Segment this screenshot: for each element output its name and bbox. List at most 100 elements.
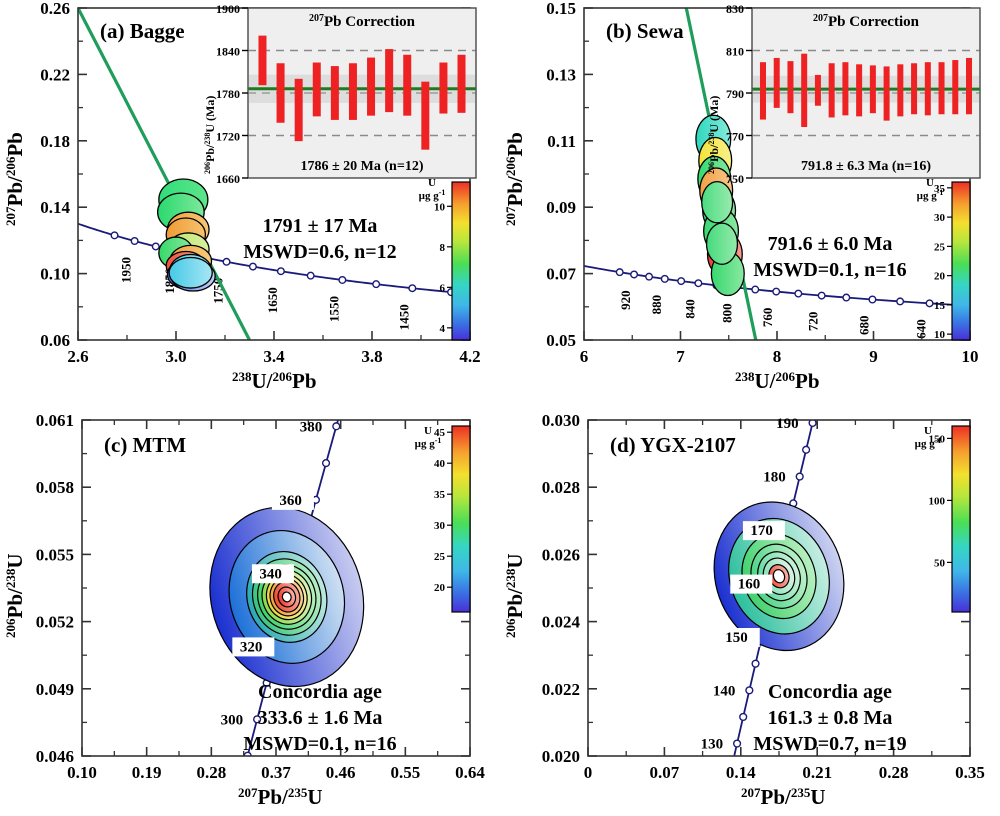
y-tick-label: 0.052 — [36, 613, 74, 632]
inset-y-tick-label: 750 — [726, 172, 744, 186]
x-tick-label: 0.10 — [67, 763, 97, 782]
concordia-age-marker — [739, 712, 748, 722]
panel-d: 0.020 0.022 0.024 0.026 0.028 0.030 0 0.07 0.14 0… — [500, 408, 1000, 816]
y-axis-title: 206Pb/238U — [3, 553, 28, 638]
concordia-age-label: 340 — [259, 566, 282, 582]
y-tick-label: 0.058 — [36, 478, 74, 497]
concordia-age-marker — [110, 231, 119, 240]
data-ellipse — [705, 222, 739, 265]
concordia-age-marker — [794, 289, 803, 298]
x-tick-label: 0.28 — [196, 763, 226, 782]
concordia-age-label: 800 — [719, 303, 734, 323]
data-ellipse — [772, 569, 786, 584]
colorbar-tick-label: 20 — [434, 582, 446, 594]
x-tick-label: 0.37 — [261, 763, 291, 782]
concordia-age-marker — [802, 445, 811, 454]
regression-line — [78, 8, 251, 340]
x-tick-label: 0.28 — [879, 763, 909, 782]
x-tick-label: 0.21 — [802, 763, 832, 782]
colorbar — [951, 181, 971, 341]
concordia-age-label: 880 — [649, 295, 664, 315]
colorbar-tick-label: 100 — [929, 495, 946, 507]
inset-annotation: 791.8 ± 6.3 Ma (n=16) — [801, 159, 931, 174]
y-tick-label: 0.024 — [542, 613, 581, 632]
y-tick-label: 0.022 — [542, 680, 580, 699]
concordia-age-marker — [772, 287, 781, 296]
x-tick-label: 3.0 — [165, 347, 186, 366]
concordia-age-label-backdrop — [717, 628, 760, 648]
concordia-age-marker — [151, 242, 160, 251]
x-axis-title: 238U/206Pb — [735, 369, 820, 394]
colorbar-unit-line2: µg g-1 — [415, 436, 442, 451]
concordia-age-label: 920 — [618, 290, 633, 310]
concordia-age-label: 380 — [300, 419, 323, 435]
concordia-age-label: 170 — [750, 523, 773, 539]
inset-error-bar — [385, 49, 394, 113]
inset-y-axis-title: 206Pb/238U (Ma) — [707, 96, 722, 174]
x-tick-label: 4.2 — [459, 347, 480, 366]
concordia-age-marker — [248, 262, 257, 271]
concordia-age-label-backdrop — [742, 521, 785, 541]
inset-y-tick-label: 1720 — [216, 130, 240, 144]
y-tick-label: 0.18 — [40, 132, 70, 151]
concordia-age-marker — [615, 268, 624, 277]
y-tick-label: 0.026 — [542, 545, 580, 564]
concordia-age-marker — [130, 236, 139, 245]
inset-error-bar — [856, 64, 863, 117]
inset-error-bar — [348, 63, 357, 120]
inset-error-bar — [276, 63, 285, 123]
concordia-age-label: 160 — [738, 577, 761, 593]
colorbar — [451, 181, 471, 341]
y-tick-label: 0.049 — [36, 680, 74, 699]
colorbar-unit-line1: U — [924, 425, 932, 437]
y-tick-label: 0.046 — [36, 747, 74, 766]
colorbar-tick-label: 45 — [434, 427, 446, 439]
concordia-age-label: 1450 — [396, 304, 411, 330]
mswd-annotation: MSWD=0.1, n=16 — [753, 259, 906, 281]
concordia-age-label: 760 — [760, 308, 775, 328]
concordia-age-marker — [745, 686, 754, 695]
y-tick-label: 0.06 — [40, 331, 70, 350]
colorbar-unit-line2: µg g-1 — [917, 188, 944, 203]
concordia-age-label: 680 — [856, 316, 871, 336]
inset-error-bar — [421, 81, 430, 150]
concordia-age-marker — [751, 659, 760, 668]
colorbar-tick-label: 20 — [934, 271, 946, 283]
colorbar-tick-label: 25 — [934, 241, 946, 253]
concordia-age-label-backdrop — [251, 564, 294, 584]
x-tick-label: 2.6 — [67, 347, 88, 366]
data-ellipse-group — [695, 114, 745, 297]
mswd-annotation: MSWD=0.7, n=19 — [753, 733, 906, 755]
inset-y-tick-label: 1660 — [216, 172, 240, 186]
colorbar-tick-label: 10 — [434, 201, 446, 213]
colorbar-tick-label: 10 — [934, 329, 946, 341]
y-tick-label: 0.05 — [546, 331, 576, 350]
concordia-age-marker — [795, 472, 804, 481]
concordia-age-value: 333.6 ± 1.6 Ma — [258, 707, 383, 729]
panel-label: (c) MTM — [104, 433, 186, 457]
colorbar-tick-label: 6 — [440, 282, 446, 294]
inset-error-bar — [842, 62, 849, 116]
inset-error-bar — [801, 53, 808, 127]
concordia-age-marker — [677, 277, 686, 286]
colorbar-tick-label: 150 — [929, 433, 946, 445]
data-ellipse-group — [156, 178, 216, 292]
age-annotation: 1791 ± 17 Ma — [263, 215, 378, 237]
inset-error-bar — [883, 66, 890, 121]
concordia-age-marker — [645, 272, 654, 281]
concordia-age-marker — [694, 279, 703, 288]
concordia-age-label: 150 — [725, 630, 748, 646]
concordia-age-marker — [808, 420, 817, 428]
concordia-age-label: 1950 — [119, 257, 134, 283]
y-tick-label: 0.14 — [40, 198, 70, 217]
concordia-age-label: 130 — [701, 737, 724, 753]
concordia-age-marker — [306, 271, 315, 280]
x-tick-label: 6 — [580, 347, 589, 366]
inset-error-bar — [924, 62, 931, 116]
concordia-age-title: Concordia age — [768, 681, 892, 703]
data-ellipse-group — [713, 501, 845, 652]
concordia-age-marker — [751, 285, 760, 294]
concordia-age-label: 320 — [240, 639, 263, 655]
concordia-age-marker — [338, 275, 347, 284]
concordia-age-marker — [868, 295, 877, 304]
